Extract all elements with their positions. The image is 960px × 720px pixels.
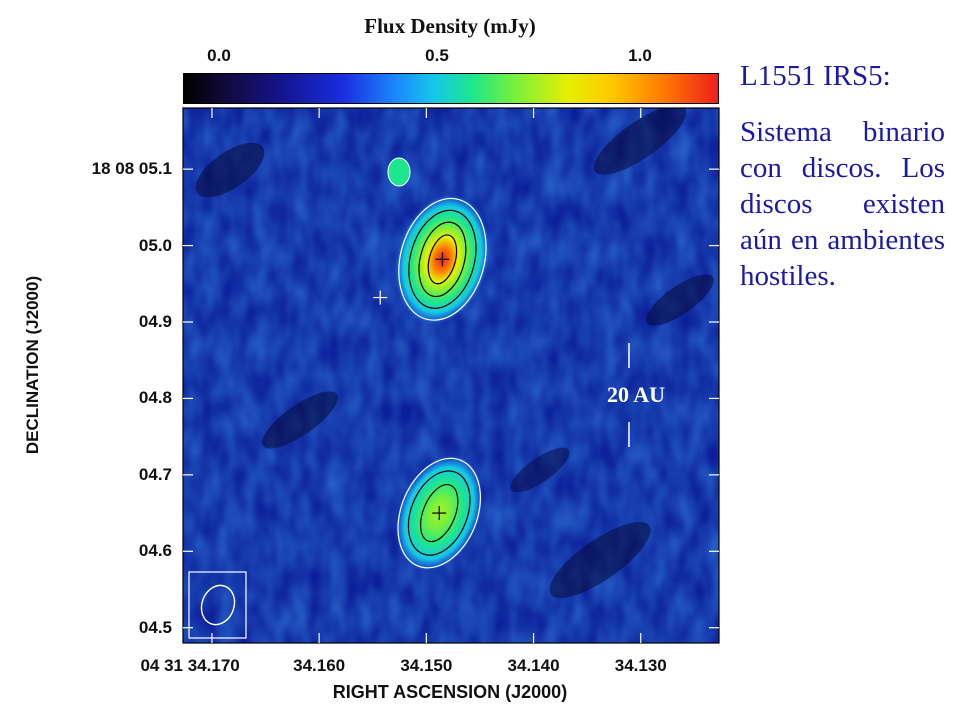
- x-tick-label: 04 31 34.170: [140, 656, 240, 675]
- colorbar: [183, 73, 719, 104]
- scale-bar-label: 20 AU: [607, 382, 665, 407]
- beam-box: [188, 571, 247, 639]
- scale-bar: 20 AU: [607, 343, 665, 447]
- y-tick-label: 04.5: [138, 617, 172, 637]
- x-tick-label: 34.160: [293, 656, 346, 675]
- contour: [408, 209, 477, 309]
- position-marker: [435, 252, 450, 267]
- contour: [398, 197, 487, 321]
- map-frame: [182, 107, 720, 644]
- x-tick-label: 34.140: [507, 656, 560, 675]
- y-tick-label: 04.9: [138, 312, 172, 331]
- position-marker: [373, 290, 388, 305]
- contour: [418, 221, 467, 298]
- faint-knot: [387, 157, 411, 187]
- object-title: L1551 IRS5:: [740, 60, 891, 92]
- y-tick-label: 05.0: [138, 235, 172, 255]
- y-tick-label: 18 08 05.1: [91, 159, 172, 179]
- contour: [397, 457, 482, 569]
- object-description: Sistema binario con discos. Los discos e…: [740, 116, 945, 292]
- side-text: L1551 IRS5: Sistema binario con discos. …: [740, 58, 945, 294]
- position-marker: [432, 506, 447, 521]
- y-tick-label: 04.8: [138, 388, 172, 408]
- colorbar-tick-label: 0.5: [425, 46, 449, 65]
- contour: [427, 234, 458, 285]
- x-tick-label: 34.150: [400, 656, 453, 675]
- contour: [419, 484, 459, 543]
- colorbar-tick-label: 0.0: [207, 46, 231, 65]
- x-axis-label: RIGHT ASCENSION (J2000): [332, 682, 568, 702]
- colorbar-title: Flux Density (mJy): [364, 14, 536, 38]
- colorbar-tick-label: 1.0: [628, 46, 652, 65]
- beam-ellipse: [200, 584, 236, 626]
- contour: [407, 470, 471, 556]
- y-tick-label: 04.6: [138, 541, 172, 561]
- y-tick-label: 04.7: [138, 464, 172, 484]
- x-tick-label: 34.130: [614, 656, 667, 675]
- y-axis-label: DECLINATION (J2000): [23, 275, 42, 455]
